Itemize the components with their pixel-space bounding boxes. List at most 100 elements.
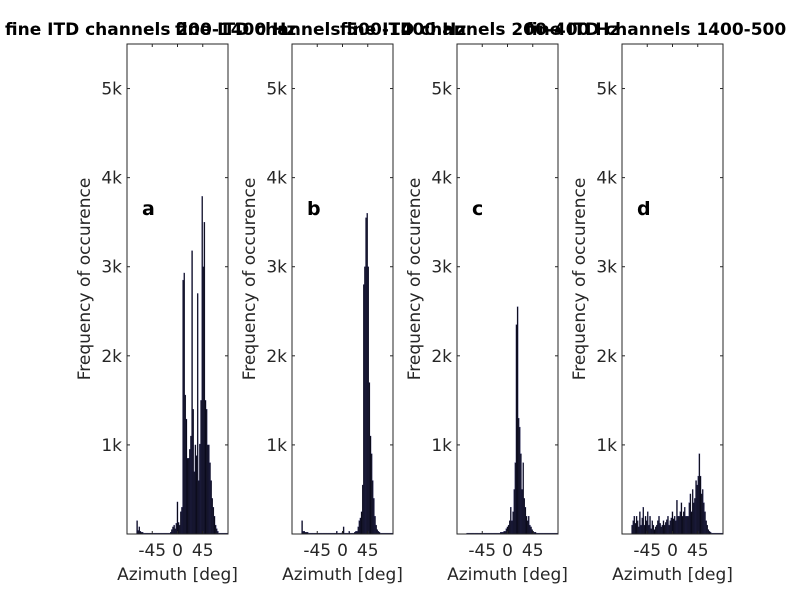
bar-d-14 xyxy=(647,511,649,535)
bar-b-58 xyxy=(366,213,368,535)
bar-d-5 xyxy=(637,520,639,535)
bar-d-30 xyxy=(665,522,667,535)
bar-d-28 xyxy=(662,520,665,535)
bar-a-65 xyxy=(209,462,211,535)
xtick-label-c-2: 45 xyxy=(522,541,544,561)
yaxis-label-c: Frequency of occurence xyxy=(405,178,425,381)
bar-d-42 xyxy=(678,516,680,535)
bar-b-62 xyxy=(370,453,373,535)
bar-a-1 xyxy=(137,530,139,535)
bar-a-70 xyxy=(214,524,217,535)
bar-a-2 xyxy=(138,526,140,535)
ytick-label-b-1: 2k xyxy=(266,347,287,367)
bar-c-45 xyxy=(516,306,519,535)
bar-d-61 xyxy=(699,475,702,535)
ytick-label-c-0: 1k xyxy=(431,436,452,456)
bar-d-53 xyxy=(690,511,693,535)
ytick-label-b-4: 5k xyxy=(266,80,287,100)
bar-d-27 xyxy=(661,524,664,535)
chart-title-a: fine ITD channels 200-1400 Hz xyxy=(5,20,296,40)
bar-b-63 xyxy=(372,480,374,535)
bar-d-2 xyxy=(633,516,636,535)
bar-a-51 xyxy=(193,471,195,535)
bar-c-44 xyxy=(515,324,518,535)
bar-c-47 xyxy=(519,426,521,535)
bar-d-31 xyxy=(666,519,668,535)
panel-c: 1k 2k 3k 4k 5k -45 0 45 Azimuth [deg] Frequency o… xyxy=(340,20,620,585)
bar-b-66 xyxy=(375,524,377,535)
bar-b-52 xyxy=(359,517,362,535)
bar-d-65 xyxy=(704,511,706,535)
bar-a-35 xyxy=(175,523,178,535)
bar-a-45 xyxy=(186,458,189,535)
bar-d-45 xyxy=(681,516,684,535)
ytick-label-d-1: 2k xyxy=(596,347,617,367)
xaxis-label-c: Azimuth [deg] xyxy=(447,565,568,585)
bar-d-54 xyxy=(691,489,694,535)
bar-d-1 xyxy=(632,520,634,535)
bar-a-50 xyxy=(192,409,194,535)
bar-d-12 xyxy=(644,516,647,535)
bar-c-53 xyxy=(525,516,528,535)
bar-d-26 xyxy=(660,526,662,535)
bar-d-22 xyxy=(656,524,658,535)
xtick-label-b-0: -45 xyxy=(303,541,331,561)
bar-a-53 xyxy=(195,455,198,535)
bar-d-32 xyxy=(667,516,669,535)
bar-d-48 xyxy=(685,516,687,535)
bar-d-43 xyxy=(679,511,682,535)
panel-b: 1k 2k 3k 4k 5k -45 0 45 Azimuth [deg] Frequency o… xyxy=(175,20,466,585)
xtick-label-d-1: 0 xyxy=(667,541,678,561)
bar-a-60 xyxy=(203,222,206,535)
bar-c-56 xyxy=(529,524,531,535)
bar-a-33 xyxy=(173,524,175,535)
bar-a-66 xyxy=(210,480,212,535)
bar-b-57 xyxy=(365,217,367,535)
yaxis-label-d: Frequency of occurence xyxy=(570,178,590,381)
bar-c-42 xyxy=(513,489,515,535)
bar-c-48 xyxy=(520,453,522,535)
bar-a-62 xyxy=(205,409,208,535)
bar-b-53 xyxy=(360,511,363,535)
xaxis-label-a: Azimuth [deg] xyxy=(117,565,238,585)
bar-d-40 xyxy=(676,499,678,535)
bar-b-65 xyxy=(374,516,376,535)
bar-d-21 xyxy=(654,526,657,535)
bar-d-6 xyxy=(638,526,640,535)
xtick-label-b-2: 45 xyxy=(357,541,379,561)
axes-frame-c xyxy=(456,43,559,535)
bar-d-38 xyxy=(674,516,676,535)
bar-b-59 xyxy=(367,266,369,535)
ytick-label-b-3: 4k xyxy=(266,169,287,189)
chart-title-c: fine ITD channels 200-400 Hz xyxy=(340,20,620,40)
xtick-label-c-0: -45 xyxy=(468,541,496,561)
bar-d-46 xyxy=(683,511,685,535)
bar-a-31 xyxy=(171,529,173,535)
bar-d-20 xyxy=(653,529,656,535)
chart-title-d: fine ITD channels 1400-500 xyxy=(525,20,786,40)
bar-d-59 xyxy=(697,475,699,535)
ytick-label-c-2: 3k xyxy=(431,258,452,278)
bar-a-54 xyxy=(196,293,199,535)
bar-c-54 xyxy=(526,520,529,535)
bar-a-48 xyxy=(190,435,192,535)
bar-b-54 xyxy=(361,484,364,535)
ytick-label-c-1: 2k xyxy=(431,347,452,367)
ytick-label-d-3: 4k xyxy=(596,169,617,189)
axes-frame-a xyxy=(126,43,229,535)
bar-d-17 xyxy=(650,528,652,535)
panel-letter-c: c xyxy=(472,198,483,220)
ytick-label-b-0: 1k xyxy=(266,436,287,456)
bar-b-51 xyxy=(358,520,360,535)
bar-d-33 xyxy=(668,524,670,535)
bar-a-58 xyxy=(201,196,203,535)
bar-d-37 xyxy=(672,518,675,535)
bar-d-23 xyxy=(657,520,659,535)
ytick-label-a-2: 3k xyxy=(101,258,122,278)
ytick-label-d-2: 3k xyxy=(596,258,617,278)
bar-a-44 xyxy=(185,418,188,535)
ytick-label-a-0: 1k xyxy=(101,436,122,456)
bar-d-8 xyxy=(640,524,642,535)
ytick-label-c-4: 5k xyxy=(431,80,452,100)
